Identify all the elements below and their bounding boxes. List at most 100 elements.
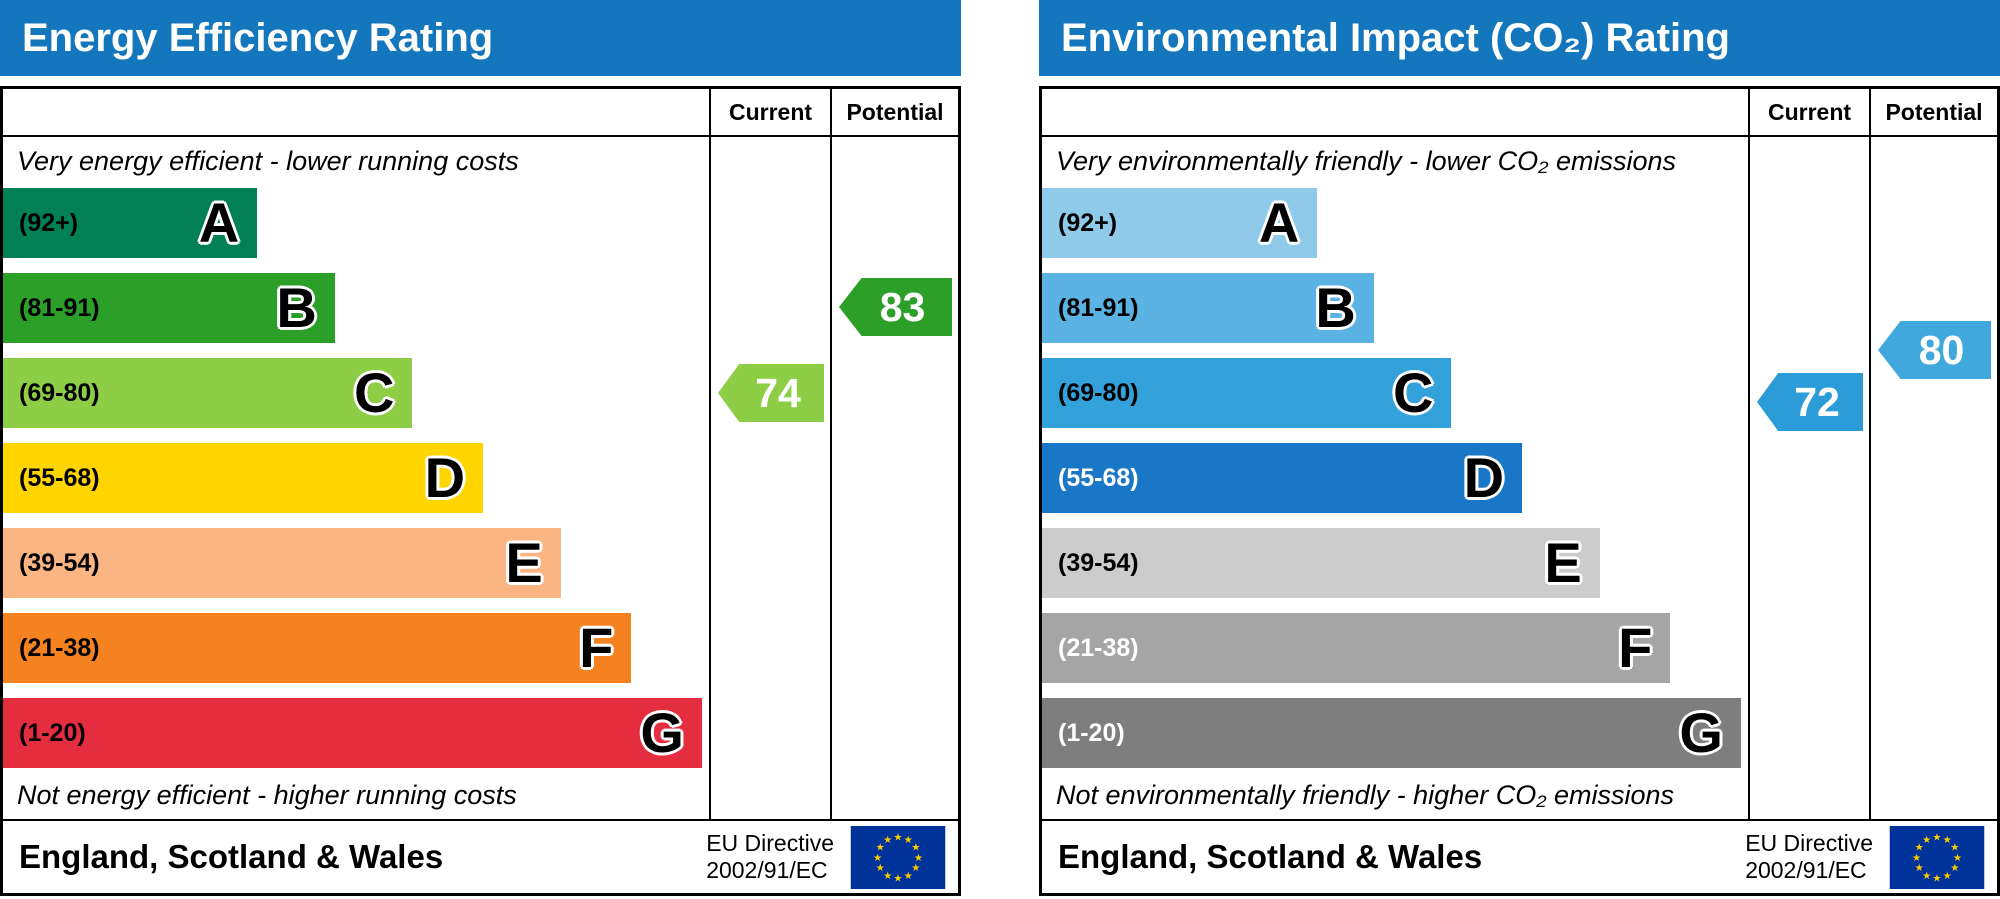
svg-text:★: ★ bbox=[1950, 842, 1959, 853]
chart-area: Very environmentally friendly - lower CO… bbox=[1042, 89, 1997, 819]
svg-text:★: ★ bbox=[1943, 870, 1952, 881]
svg-text:★: ★ bbox=[893, 873, 902, 884]
region-label: England, Scotland & Wales bbox=[1058, 838, 1483, 875]
svg-text:★: ★ bbox=[876, 842, 885, 853]
eu-flag-icon: ★ ★★ ★★★ ★★★ ★★★ bbox=[850, 825, 946, 889]
eu-directive-label: EU Directive 2002/91/EC bbox=[1745, 830, 1873, 884]
bottom-note: Not environmentally friendly - higher CO… bbox=[1056, 779, 1675, 810]
band-range: (92+) bbox=[1058, 208, 1118, 237]
band-g: (1-20) G bbox=[1042, 698, 1741, 768]
band-letter: F bbox=[1618, 616, 1653, 679]
band-range: (21-38) bbox=[1058, 633, 1139, 662]
band-b: (81-91) B bbox=[3, 273, 335, 343]
svg-text:★: ★ bbox=[904, 835, 913, 846]
band-g: (1-20) G bbox=[3, 698, 702, 768]
svg-text:★: ★ bbox=[914, 852, 923, 863]
potential-rating-value: 83 bbox=[879, 283, 926, 330]
potential-column: Potential 80 bbox=[1869, 89, 1997, 819]
band-range: (69-80) bbox=[1058, 378, 1139, 407]
potential-column-header: Potential bbox=[832, 89, 958, 137]
band-range: (21-38) bbox=[19, 633, 100, 662]
current-rating-value: 72 bbox=[1794, 378, 1840, 425]
band-range: (1-20) bbox=[1058, 718, 1125, 747]
svg-text:★: ★ bbox=[873, 852, 882, 863]
band-letter: G bbox=[1679, 701, 1723, 764]
band-e: (39-54) E bbox=[1042, 528, 1600, 598]
eu-directive-line2: 2002/91/EC bbox=[706, 857, 828, 883]
band-letter: A bbox=[1258, 191, 1300, 254]
top-note: Very energy efficient - lower running co… bbox=[17, 145, 519, 176]
eu-directive-line2: 2002/91/EC bbox=[1745, 857, 1867, 883]
current-rating-value: 74 bbox=[755, 369, 801, 416]
band-f: (21-38) F bbox=[3, 613, 632, 683]
page-title: Energy Efficiency Rating bbox=[22, 15, 494, 60]
band-range: (55-68) bbox=[1058, 463, 1139, 492]
eu-directive-line1: EU Directive bbox=[1745, 829, 1873, 856]
svg-text:★: ★ bbox=[876, 863, 885, 874]
potential-column: Potential 83 bbox=[830, 89, 958, 819]
svg-text:★: ★ bbox=[1915, 863, 1924, 874]
energy-efficiency-panel: Energy Efficiency Rating Very energy eff… bbox=[0, 0, 961, 896]
panel-title-bar: Environmental Impact (CO₂) Rating bbox=[1039, 0, 2000, 76]
band-letter: B bbox=[1315, 276, 1356, 339]
page-title: Environmental Impact (CO₂) Rating bbox=[1061, 15, 1730, 60]
band-d: (55-68) D bbox=[1042, 443, 1523, 513]
chart-box: Very environmentally friendly - lower CO… bbox=[1039, 86, 2000, 896]
eu-directive-line1: EU Directive bbox=[706, 829, 834, 856]
svg-text:★: ★ bbox=[1922, 870, 1931, 881]
svg-text:★: ★ bbox=[1950, 863, 1959, 874]
svg-text:★: ★ bbox=[1932, 873, 1941, 884]
band-letter: B bbox=[276, 276, 317, 339]
svg-text:★: ★ bbox=[911, 863, 920, 874]
bands-column-header bbox=[1042, 89, 1748, 137]
band-range: (39-54) bbox=[1058, 548, 1139, 577]
band-e: (39-54) E bbox=[3, 528, 561, 598]
band-letter: E bbox=[1544, 531, 1582, 594]
band-c: (69-80) C bbox=[3, 358, 413, 428]
band-range: (1-20) bbox=[19, 718, 86, 747]
svg-text:★: ★ bbox=[883, 870, 892, 881]
top-note: Very environmentally friendly - lower CO… bbox=[1056, 145, 1676, 176]
bands: (92+) A (81-91) B (69-80) C (55-68) bbox=[3, 185, 709, 771]
band-f: (21-38) F bbox=[1042, 613, 1671, 683]
svg-text:★: ★ bbox=[911, 842, 920, 853]
band-range: (55-68) bbox=[19, 463, 100, 492]
band-b: (81-91) B bbox=[1042, 273, 1374, 343]
region-label: England, Scotland & Wales bbox=[19, 838, 444, 875]
chart-area: Very energy efficient - lower running co… bbox=[3, 89, 958, 819]
chart-footer: England, Scotland & Wales EU Directive 2… bbox=[1042, 819, 1997, 893]
potential-column-header: Potential bbox=[1871, 89, 1997, 137]
bands-column-header bbox=[3, 89, 709, 137]
band-c: (69-80) C bbox=[1042, 358, 1452, 428]
current-column-header: Current bbox=[711, 89, 830, 137]
panel-title-bar: Energy Efficiency Rating bbox=[0, 0, 961, 76]
current-column: Current 72 bbox=[1748, 89, 1869, 819]
bands-column: Very energy efficient - lower running co… bbox=[3, 89, 709, 819]
svg-text:★: ★ bbox=[893, 832, 902, 843]
band-range: (39-54) bbox=[19, 548, 100, 577]
current-column: Current 74 bbox=[709, 89, 830, 819]
svg-text:★: ★ bbox=[1932, 832, 1941, 843]
environmental-impact-panel: Environmental Impact (CO₂) Rating Very e… bbox=[1039, 0, 2000, 896]
chart-box: Very energy efficient - lower running co… bbox=[0, 86, 961, 896]
band-letter: A bbox=[198, 191, 240, 254]
potential-rating-arrow: 80 bbox=[1878, 321, 1991, 379]
bottom-note: Not energy efficient - higher running co… bbox=[17, 779, 517, 810]
chart-footer: England, Scotland & Wales EU Directive 2… bbox=[3, 819, 958, 893]
band-range: (81-91) bbox=[19, 293, 100, 322]
current-rating-arrow: 72 bbox=[1757, 373, 1863, 431]
svg-text:★: ★ bbox=[1922, 835, 1931, 846]
potential-rating-value: 80 bbox=[1918, 326, 1965, 373]
svg-text:★: ★ bbox=[883, 835, 892, 846]
current-rating-arrow: 74 bbox=[718, 364, 824, 422]
band-a: (92+) A bbox=[3, 188, 258, 258]
bands-column: Very environmentally friendly - lower CO… bbox=[1042, 89, 1748, 819]
svg-text:★: ★ bbox=[1915, 842, 1924, 853]
band-letter: D bbox=[1463, 446, 1505, 509]
bands: (92+) A (81-91) B (69-80) C (55-68) bbox=[1042, 185, 1748, 771]
svg-text:★: ★ bbox=[1912, 852, 1921, 863]
band-letter: G bbox=[640, 701, 684, 764]
eu-flag-icon: ★ ★★ ★★★ ★★★ ★★★ bbox=[1889, 825, 1985, 889]
band-a: (92+) A bbox=[1042, 188, 1318, 258]
